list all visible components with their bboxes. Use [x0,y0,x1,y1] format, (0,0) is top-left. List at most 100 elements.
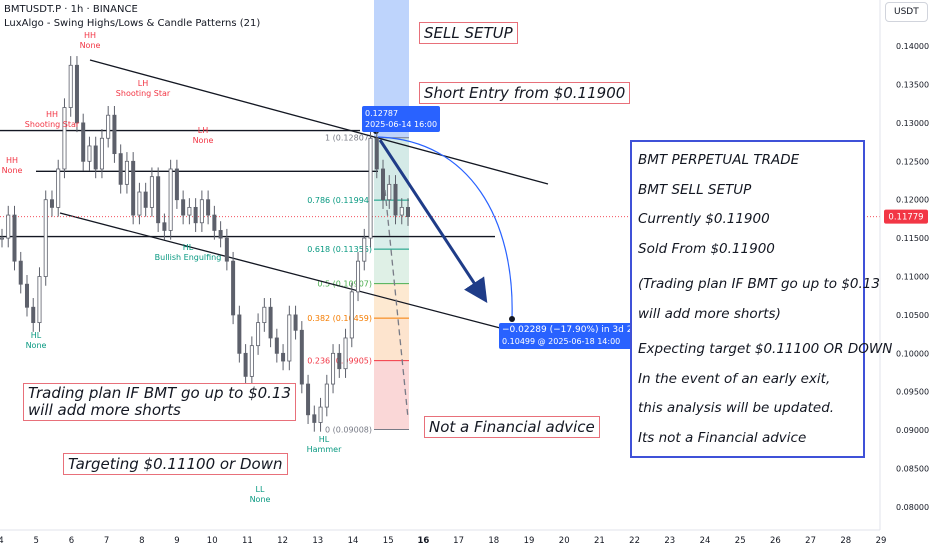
sell-setup-box[interactable]: SELL SETUP [419,22,518,44]
candle-body [112,114,117,155]
time-tick-label: 17 [453,536,464,546]
time-tick-label: 16 [417,536,429,546]
target-tooltip-change: −0.02289 (−17.90%) in 3d 22h [502,325,644,335]
descending-support-line [59,212,505,330]
candle-body [337,352,342,370]
price-tick-label: 0.09500 [896,388,929,397]
panel-line: Currently $0.11900 [638,211,770,227]
candle-body [6,214,11,239]
candle-body [268,306,273,339]
time-tick-label: 9 [174,536,179,546]
short-entry-box[interactable]: Short Entry from $0.11900 [419,82,631,104]
price-tick-label: 0.09000 [896,426,929,435]
candle-body [368,137,373,239]
target-point [509,316,515,322]
targeting-box[interactable]: Targeting $0.11100 or Down [63,453,288,475]
candle-body [256,322,261,347]
indicator-title[interactable]: LuxAlgo - Swing Highs/Lows & Candle Patt… [4,18,261,29]
time-tick-label: 22 [629,536,640,546]
swing-label-pattern: None [193,136,214,145]
candle-body [56,168,61,208]
price-tick-label: 0.08000 [896,503,929,512]
candle-body [124,160,129,185]
time-tick-label: 28 [840,536,851,546]
swing-label-type: LH [138,79,148,88]
candle-body [37,276,42,324]
candles-layer [0,56,410,432]
price-tick-label: 0.13000 [896,119,929,128]
candle-body [12,214,17,262]
panel-line: (Trading plan IF BMT go up to $0.13 [638,276,880,292]
time-tick-label: 21 [594,536,605,546]
time-tick-label: 11 [242,536,253,546]
candle-body [162,222,167,231]
entry-tooltip-date: 2025-06-14 16:00 [365,120,438,129]
candle-body [299,329,304,385]
fib-level-label: 0.382 (0.10459) [307,314,372,323]
time-tick-label: 19 [524,536,535,546]
candle-body [87,145,92,162]
candle-body [306,383,311,416]
fib-level-label: 0.786 (0.11994) [307,196,372,205]
candle-body [168,168,173,231]
trendlines-layer [0,59,880,330]
panel-line: In the event of an early exit, [638,370,831,387]
swing-label-pattern: Hammer [307,445,342,454]
candle-body [212,214,217,231]
trading-plan-box[interactable]: Trading plan IF BMT go up to $0.13 will … [23,383,297,421]
trade-plan-panel[interactable]: BMT PERPETUAL TRADE BMT SELL SETUP Curre… [630,140,892,458]
fib-level-label: 0.5 (0.10907) [317,280,372,289]
price-tick-label: 0.11000 [896,273,929,282]
not-advice-box[interactable]: Not a Financial advice [424,416,600,438]
swing-label-type: LH [198,126,208,135]
panel-line: Sold From $0.11900 [638,240,775,257]
time-tick-label: 23 [664,536,675,546]
time-tick-label: 12 [277,536,288,546]
candle-body [93,145,98,170]
swing-label-pattern: Shooting Star [116,89,171,98]
target-tooltip: −0.02289 (−17.90%) in 3d 22h 0.10499 @ 2… [499,323,647,349]
projection-dashed-line [384,189,409,419]
candle-body [174,168,179,201]
candle-body [231,260,236,316]
fib-zone [374,318,409,361]
candle-body [68,64,73,108]
fib-zone [374,137,409,201]
trading-plan-line-1: Trading plan IF BMT go up to $0.13 [28,384,292,402]
price-tick-label: 0.08500 [896,465,929,474]
candle-body [243,352,248,377]
candle-body [249,345,254,377]
time-tick-label: 20 [559,536,570,546]
candle-body [43,199,48,277]
currency-button[interactable]: USDT [885,2,928,22]
candle-body [143,191,148,208]
time-tick-label: 10 [207,536,218,546]
candle-body [237,314,242,354]
swing-label-pattern: Bullish Engulfing [155,253,222,262]
candle-body [274,337,279,354]
candle-body [218,230,223,239]
candle-body [74,64,79,124]
candle-body [318,406,323,423]
time-tick-label: 24 [700,536,711,546]
short-arrow [378,139,488,304]
candle-body [343,337,348,370]
projection-curve [377,136,513,319]
swing-label-type: HL [183,243,194,252]
swing-label-type: HH [6,156,18,165]
time-tick-label: 5 [33,536,38,546]
candle-body [137,191,142,216]
candle-body [393,183,398,216]
candle-body [62,107,67,170]
panel-line: BMT SELL SETUP [638,181,752,198]
symbol-title[interactable]: BMTUSDT.P · 1h · BINANCE [4,4,138,15]
swing-label-pattern: None [2,166,23,175]
candle-body [118,153,123,185]
candle-body [131,160,136,216]
candle-body [405,206,410,218]
candle-body [312,414,317,423]
time-tick-label: 27 [805,536,816,546]
time-tick-label: 14 [348,536,359,546]
